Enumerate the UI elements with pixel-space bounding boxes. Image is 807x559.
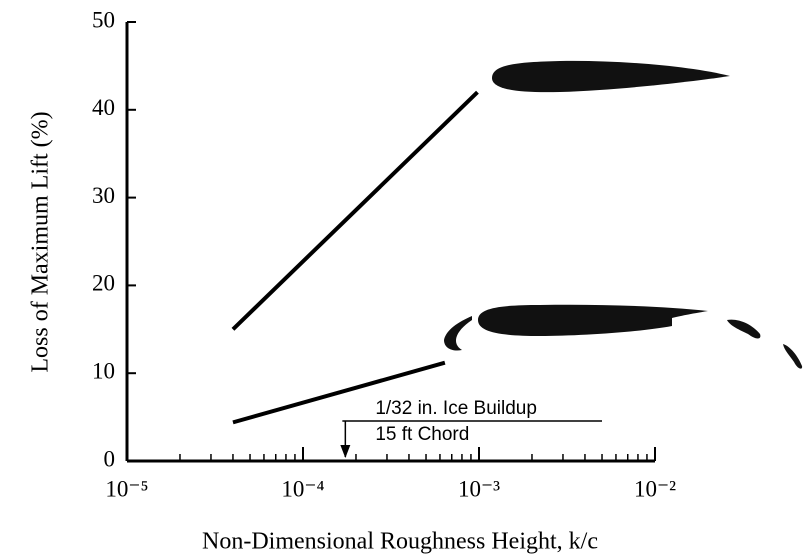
airfoil-iced bbox=[478, 304, 708, 336]
x-axis-label: Non-Dimensional Roughness Height, k/c bbox=[202, 529, 598, 555]
y-tick-label: 50 bbox=[92, 7, 115, 32]
y-tick-label: 0 bbox=[104, 446, 116, 471]
data-line bbox=[231, 90, 479, 331]
x-tick-label: 10⁻³ bbox=[458, 476, 500, 501]
ice-fragment bbox=[783, 344, 803, 369]
x-tick-label: 10⁻⁵ bbox=[105, 476, 148, 501]
y-axis-label: Loss of Maximum Lift (%) bbox=[28, 111, 54, 372]
x-tick-label: 10⁻⁴ bbox=[281, 476, 324, 501]
y-tick-label: 10 bbox=[92, 358, 115, 383]
annotation-text: 15 ft Chord bbox=[375, 424, 469, 445]
y-tick-label: 40 bbox=[92, 95, 115, 120]
y-tick-label: 30 bbox=[92, 183, 115, 208]
annotation-text: 1/32 in. Ice Buildup bbox=[375, 398, 537, 419]
airfoil-clean bbox=[492, 60, 730, 93]
data-line bbox=[232, 360, 446, 425]
x-tick-label: 10⁻² bbox=[634, 476, 676, 501]
y-tick-label: 20 bbox=[92, 271, 115, 296]
ice-fragment bbox=[727, 319, 761, 339]
ice-fragment bbox=[444, 316, 472, 351]
arrow-head bbox=[340, 445, 351, 458]
